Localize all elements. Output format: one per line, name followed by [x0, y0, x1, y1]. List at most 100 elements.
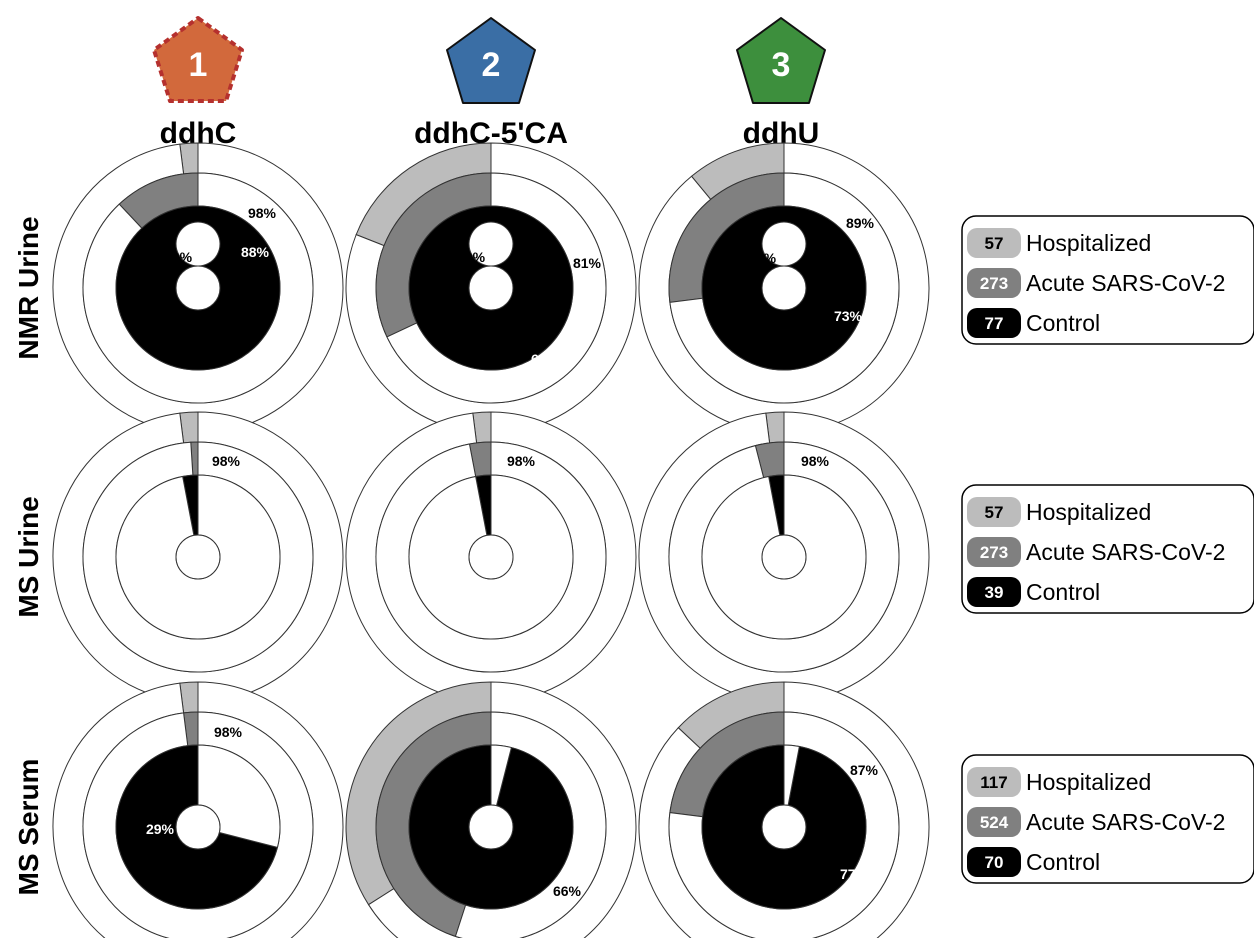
legend-item-acute: 524 Acute SARS-CoV-2 — [967, 807, 1225, 837]
pentagon-badge-3 — [736, 17, 826, 104]
badge-number-2: 2 — [482, 46, 501, 84]
percent-label-acute: 88% — [241, 244, 270, 260]
donut-panels: 98%88%0% 81%68%0%89%73%0%98%99%97%98%97%9… — [52, 142, 930, 938]
percent-label-control: 29% — [146, 821, 175, 837]
donut-nmr-urine-ddhc-5-ca: 81% 68% 0% — [345, 142, 637, 434]
legend-swatch-acute — [967, 537, 1021, 567]
legend-label: Control — [1026, 849, 1100, 875]
legend-label: Acute SARS-CoV-2 — [1026, 270, 1225, 296]
badge-number-3: 3 — [772, 46, 791, 84]
legend-count: 524 — [980, 813, 1009, 832]
percent-label-acute: 55% — [477, 908, 506, 924]
column-headers: 1 ddhC 2 ddhC-5'CA 3 ddhU — [152, 16, 826, 150]
legend-count: 39 — [985, 583, 1004, 602]
donut-nmr-urine-ddhc: 98% 88% 0% — [52, 142, 344, 434]
donut-ms-serum-ddhu: 87% 77% 3% — [638, 681, 930, 938]
percent-label-hospitalized: 98% — [212, 453, 241, 469]
legend-box — [961, 215, 1254, 345]
legend-swatch-acute — [967, 807, 1021, 837]
percent-label-acute: 73% — [834, 308, 863, 324]
percent-label-acute: 97% — [507, 486, 536, 502]
row-headers: NMR Urine MS Urine MS Serum — [13, 216, 44, 895]
row-title-nmr-urine: NMR Urine — [13, 216, 44, 359]
row-title-ms-serum: MS Serum — [13, 759, 44, 896]
percent-label-hospitalized: 81% — [573, 255, 602, 271]
legend-count: 70 — [985, 853, 1004, 872]
legend-swatch-hospitalized — [967, 767, 1021, 797]
percent-label-control: 97% — [208, 518, 237, 534]
percent-label-control: 4% — [451, 772, 472, 788]
legend-count: 77 — [985, 314, 1004, 333]
legend-swatch-hospitalized — [967, 228, 1021, 258]
legend-count: 273 — [980, 274, 1008, 293]
legend-swatch-control — [967, 847, 1021, 877]
legend-label: Hospitalized — [1026, 769, 1151, 795]
row-title-ms-urine: MS Urine — [13, 496, 44, 617]
badge-number-1: 1 — [189, 46, 208, 84]
donut-ms-serum-ddhc: 98% 98% 29% — [52, 681, 344, 938]
percent-label-control: 0% — [756, 250, 777, 266]
legends: 57 Hospitalized 273 Acute SARS-CoV-2 77 Contr… — [961, 215, 1254, 884]
donut-hole — [175, 534, 221, 580]
legend-count: 57 — [985, 503, 1004, 522]
legend-swatch-control — [967, 577, 1021, 607]
percent-label-hospitalized: 98% — [801, 453, 830, 469]
legend-label: Hospitalized — [1026, 230, 1151, 256]
legend-swatch-acute — [967, 268, 1021, 298]
donut-nmr-urine-ddhu: 89% 73% 0% — [638, 142, 930, 434]
column-header-3: 3 ddhU — [736, 17, 826, 150]
percent-label-hospitalized: 89% — [846, 215, 875, 231]
legend-count: 117 — [980, 773, 1007, 792]
legend-label: Acute SARS-CoV-2 — [1026, 539, 1225, 565]
percent-label-acute: 98% — [211, 757, 240, 773]
donut-hole — [175, 265, 221, 311]
percent-label-hospitalized: 98% — [507, 453, 536, 469]
percent-label-acute: 99% — [208, 486, 237, 502]
legend-count: 57 — [985, 234, 1004, 253]
legend-box — [961, 484, 1254, 614]
legend-item-hospitalized: 57 Hospitalized — [967, 228, 1151, 258]
donut-hole — [761, 534, 807, 580]
legend-item-acute: 273 Acute SARS-CoV-2 — [967, 537, 1225, 567]
percent-label-control: 0% — [172, 249, 193, 265]
legend-item-control: 70 Control — [967, 847, 1100, 877]
legend-label: Control — [1026, 579, 1100, 605]
donut-ms-urine-ddhc: 98% 99% 97% — [52, 411, 344, 703]
legend-label: Acute SARS-CoV-2 — [1026, 809, 1225, 835]
column-header-1: 1 ddhC — [152, 16, 244, 150]
donut-hole — [761, 804, 807, 850]
percent-label-hospitalized: 87% — [850, 762, 879, 778]
legend-swatch-control — [967, 308, 1021, 338]
legend-item-acute: 273 Acute SARS-CoV-2 — [967, 268, 1225, 298]
legend-item-hospitalized: 117 Hospitalized — [967, 767, 1151, 797]
legend-item-control: 77 Control — [967, 308, 1100, 338]
legend-item-control: 39 Control — [967, 577, 1100, 607]
donut-ms-urine-ddhu: 98% 96% 97% — [638, 411, 930, 703]
legend-ms-serum: 117 Hospitalized 524 Acute SARS-CoV-2 70 Cont… — [961, 754, 1254, 884]
percent-label-hospitalized: 98% — [214, 724, 243, 740]
percent-label-acute: 96% — [805, 486, 834, 502]
pentagon-badge-1 — [152, 16, 244, 103]
legend-swatch-hospitalized — [967, 497, 1021, 527]
legend-nmr-urine: 57 Hospitalized 273 Acute SARS-CoV-2 77 Contr… — [961, 215, 1254, 345]
percent-label-control: 0% — [465, 249, 486, 265]
donut-ms-serum-ddhc-5-ca: 66% 55% 4% — [345, 681, 637, 938]
legend-box — [961, 754, 1254, 884]
donut-hole — [175, 804, 221, 850]
legend-ms-urine: 57 Hospitalized 273 Acute SARS-CoV-2 39 Contr… — [961, 484, 1254, 614]
donut-ms-urine-ddhc-5-ca: 98% 97% 97% — [345, 411, 637, 703]
donut-hole — [468, 265, 514, 311]
column-header-2: 2 ddhC-5'CA — [414, 17, 568, 150]
percent-label-control: 3% — [752, 769, 773, 785]
percent-label-control: 97% — [794, 518, 823, 534]
percent-label-hospitalized: 98% — [248, 205, 277, 221]
percent-label-acute: 77% — [840, 866, 869, 882]
legend-label: Control — [1026, 310, 1100, 336]
percent-label-control: 97% — [501, 518, 530, 534]
percent-label-hospitalized: 66% — [553, 883, 582, 899]
donut-hole — [468, 534, 514, 580]
legend-count: 273 — [980, 543, 1008, 562]
legend-item-hospitalized: 57 Hospitalized — [967, 497, 1151, 527]
donut-hole — [468, 804, 514, 850]
